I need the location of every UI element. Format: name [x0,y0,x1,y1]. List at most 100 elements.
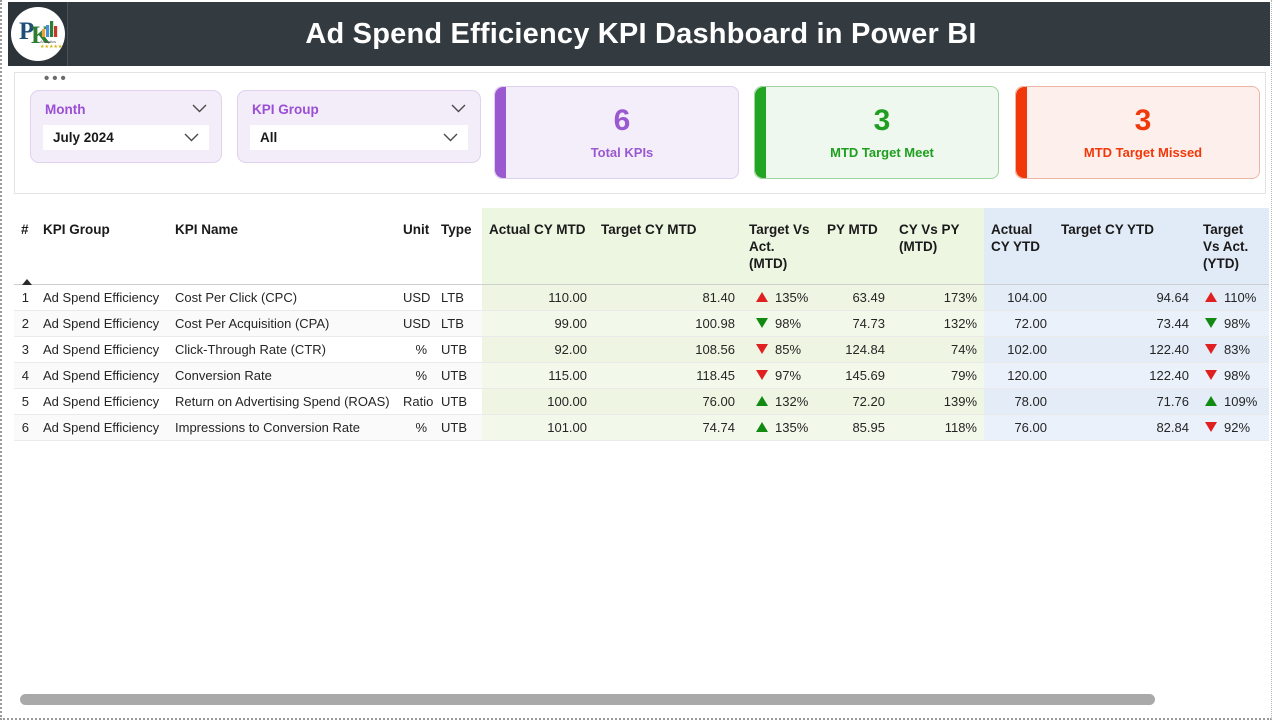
cell-cyvpy_mtd: 139% [892,388,984,415]
slicer-kpi-group-expand-chevron-down-icon[interactable] [451,104,466,113]
cell-type: LTB [434,310,482,337]
cell-act_mtd: 100.00 [482,388,594,415]
chevron-down-icon[interactable] [443,133,458,142]
cell-group: Ad Spend Efficiency [36,284,168,311]
card-mtd-target-missed[interactable]: 3 MTD Target Missed [1015,86,1260,179]
column-header-unit[interactable]: Unit [396,208,434,285]
cell-py_mtd: 74.73 [820,310,892,337]
card-accent-bar [495,87,506,178]
cell-tgt_mtd: 118.45 [594,362,742,389]
sort-ascending-icon[interactable] [22,272,32,290]
cell-type: UTB [434,336,482,363]
slicer-month-label: Month [45,102,86,117]
percent-value: 85% [775,341,802,357]
table-row[interactable]: 2 Ad Spend Efficiency Cost Per Acquisition… [14,310,1269,337]
percent-value: 92% [1224,419,1251,435]
cell-tva_mtd: 97% [742,362,820,389]
kpi-table: # KPI Group KPI Name Unit Type Actual CY MTD T… [14,208,1269,441]
cell-py_mtd: 145.69 [820,362,892,389]
card-mtd-target-meet-label: MTD Target Meet [830,145,934,161]
triangle-down-icon [756,370,768,380]
column-header-py_mtd[interactable]: PY MTD [820,208,892,285]
cell-kpi: Cost Per Acquisition (CPA) [168,310,396,337]
table-row[interactable]: 3 Ad Spend Efficiency Click-Through Rate (… [14,336,1269,363]
title-bar: P K Analytics ★★★★★ Ad Spend Efficiency … [8,2,1270,66]
slicer-kpi-group[interactable]: KPI Group All [237,90,481,163]
column-header-act_ytd[interactable]: Actual CY YTD [984,208,1054,285]
cell-type: UTB [434,388,482,415]
cell-idx: 5 [14,388,36,415]
card-total-kpis[interactable]: 6 Total KPIs [494,86,739,179]
cell-act_mtd: 99.00 [482,310,594,337]
column-header-cyvpy_mtd[interactable]: CY Vs PY (MTD) [892,208,984,285]
cell-tgt_mtd: 108.56 [594,336,742,363]
cell-unit: USD [396,284,434,311]
table-row[interactable]: 5 Ad Spend Efficiency Return on Advertisin… [14,388,1269,415]
column-header-act_mtd[interactable]: Actual CY MTD [482,208,594,285]
column-header-idx[interactable]: # [14,208,36,285]
cell-cyvpy_mtd: 118% [892,414,984,441]
cell-group: Ad Spend Efficiency [36,362,168,389]
triangle-down-icon [1205,422,1217,432]
cell-group: Ad Spend Efficiency [36,310,168,337]
card-total-kpis-value: 6 [613,103,631,137]
table-row[interactable]: 6 Ad Spend Efficiency Impressions to Conve… [14,414,1269,441]
column-header-tgt_ytd[interactable]: Target CY YTD [1054,208,1196,285]
table-header-row: # KPI Group KPI Name Unit Type Actual CY MTD T… [14,208,1269,285]
visual-options-menu[interactable]: ••• [44,70,69,87]
slicer-month[interactable]: Month July 2024 [30,90,222,163]
chevron-down-icon[interactable] [184,133,199,142]
triangle-down-icon [756,344,768,354]
column-header-group[interactable]: KPI Group [36,208,168,285]
card-mtd-target-meet[interactable]: 3 MTD Target Meet [754,86,999,179]
column-header-kpi[interactable]: KPI Name [168,208,396,285]
slicer-month-expand-chevron-down-icon[interactable] [192,104,207,113]
horizontal-scrollbar-track[interactable] [12,693,1264,706]
cell-py_mtd: 72.20 [820,388,892,415]
triangle-up-icon [1205,396,1217,406]
cell-act_ytd: 104.00 [984,284,1054,311]
cell-tva_ytd: 110% [1196,284,1269,311]
cell-kpi: Click-Through Rate (CTR) [168,336,396,363]
percent-value: 132% [775,393,809,409]
table-row[interactable]: 4 Ad Spend Efficiency Conversion Rate% UTB 1… [14,362,1269,389]
cell-tva_ytd: 83% [1196,336,1269,363]
percent-value: 83% [1224,341,1251,357]
cell-py_mtd: 63.49 [820,284,892,311]
cell-type: LTB [434,284,482,311]
table-row[interactable]: 1 Ad Spend Efficiency Cost Per Click (CPC)… [14,284,1269,311]
column-header-tva_ytd[interactable]: Target Vs Act. (YTD) [1196,208,1269,285]
cell-act_mtd: 115.00 [482,362,594,389]
cell-tgt_mtd: 76.00 [594,388,742,415]
cell-tgt_ytd: 122.40 [1054,362,1196,389]
column-header-type[interactable]: Type [434,208,482,285]
horizontal-scrollbar-thumb[interactable] [20,694,1155,705]
cell-tgt_mtd: 100.98 [594,310,742,337]
column-header-tva_mtd[interactable]: Target Vs Act. (MTD) [742,208,820,285]
cell-act_mtd: 110.00 [482,284,594,311]
cell-tgt_ytd: 122.40 [1054,336,1196,363]
cell-kpi: Impressions to Conversion Rate [168,414,396,441]
pk-logo-icon: P K Analytics ★★★★★ [10,7,65,61]
triangle-up-icon [1205,292,1217,302]
triangle-down-icon [1205,344,1217,354]
cell-idx: 6 [14,414,36,441]
cell-cyvpy_mtd: 74% [892,336,984,363]
cell-act_mtd: 101.00 [482,414,594,441]
card-mtd-target-missed-label: MTD Target Missed [1083,145,1203,161]
triangle-down-icon [1205,370,1217,380]
percent-value: 135% [775,419,809,435]
slicer-kpi-group-dropdown[interactable]: All [250,125,468,150]
card-mtd-target-meet-value: 3 [873,103,891,137]
cell-kpi: Return on Advertising Spend (ROAS) [168,388,396,415]
cell-unit: USD [396,310,434,337]
cell-tgt_ytd: 73.44 [1054,310,1196,337]
cell-act_ytd: 102.00 [984,336,1054,363]
cell-tva_mtd: 85% [742,336,820,363]
slicer-kpi-group-label: KPI Group [252,102,319,117]
slicer-month-dropdown[interactable]: July 2024 [43,125,209,150]
cell-tva_mtd: 132% [742,388,820,415]
cell-py_mtd: 85.95 [820,414,892,441]
column-header-tgt_mtd[interactable]: Target CY MTD [594,208,742,285]
